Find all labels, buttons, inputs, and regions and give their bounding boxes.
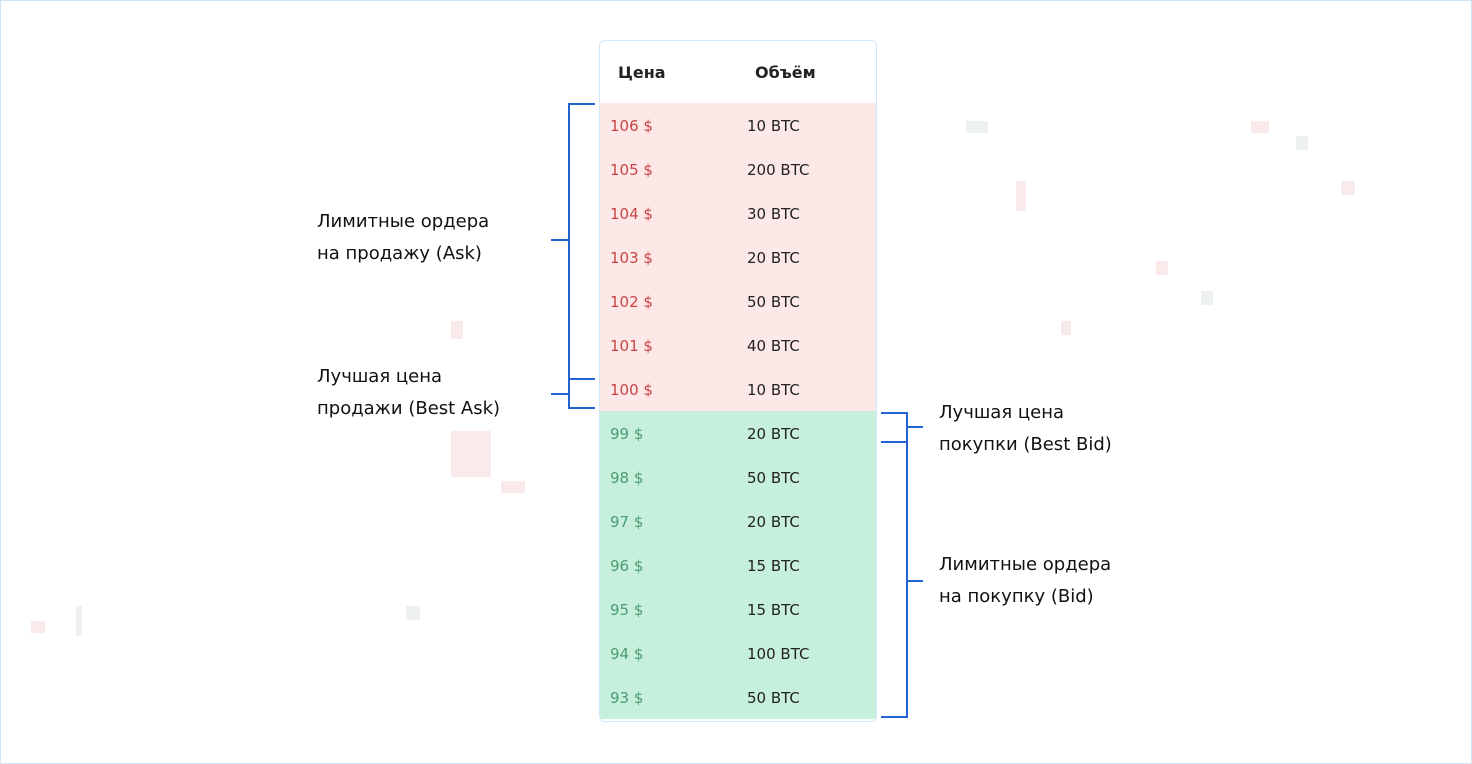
bid-row: 94 $ 100 BTC [600,631,876,675]
ask-row: 106 $ 10 BTC [600,103,876,147]
bid-row: 95 $ 15 BTC [600,587,876,631]
bid-row: 97 $ 20 BTC [600,499,876,543]
price: 97 $ [610,513,644,531]
volume: 20 BTC [747,513,800,531]
label: Лучшая цена продажи (Best Ask) [317,361,500,425]
volume: 50 BTC [747,293,800,311]
bid-row: 93 $ 50 BTC [600,675,876,719]
price: 100 $ [610,381,653,399]
price: 96 $ [610,557,644,575]
price: 101 $ [610,337,653,355]
ask-row: 101 $ 40 BTC [600,323,876,367]
label-line: Лимитные ордера [939,554,1112,575]
background-candles [31,121,1355,636]
volume: 40 BTC [747,337,800,355]
label: Лимитные ордера на покупку (Bid) [939,549,1111,613]
price: 94 $ [610,645,644,663]
volume: 100 BTC [747,645,810,663]
ask-row: 105 $ 200 BTC [600,147,876,191]
ask-row: 103 $ 20 BTC [600,235,876,279]
price: 105 $ [610,161,653,179]
volume: 10 BTC [747,381,800,399]
volume: 200 BTC [747,161,810,179]
price: 104 $ [610,205,653,223]
price: 102 $ [610,293,653,311]
label-line: Лимитные ордера [317,211,490,232]
volume: 30 BTC [747,205,800,223]
price: 95 $ [610,601,644,619]
header-cell: Цена [618,63,666,82]
price: 93 $ [610,689,644,707]
price: 106 $ [610,117,653,135]
ask-row: 100 $ 10 BTC [600,367,876,411]
header-cell: Объём [755,63,816,82]
price: 103 $ [610,249,653,267]
label: Лучшая цена покупки (Best Bid) [939,397,1112,461]
volume: 50 BTC [747,469,800,487]
volume: 10 BTC [747,117,800,135]
volume: 20 BTC [747,249,800,267]
bid-row: 99 $ 20 BTC [600,411,876,455]
label-line: Лучшая цена [317,366,442,387]
label-line: Лучшая цена [939,402,1064,423]
volume: 50 BTC [747,689,800,707]
bid-row: 96 $ 15 BTC [600,543,876,587]
label: Лимитные ордера на продажу (Ask) [317,206,489,270]
label-line: на продажу (Ask) [317,243,482,264]
volume: 15 BTC [747,557,800,575]
volume: 20 BTC [747,425,800,443]
ask-row: 104 $ 30 BTC [600,191,876,235]
volume: 15 BTC [747,601,800,619]
ask-row: 102 $ 50 BTC [600,279,876,323]
label-line: продажи (Best Ask) [317,398,501,419]
price: 98 $ [610,469,644,487]
price: 99 $ [610,425,644,443]
label-line: покупки (Best Bid) [939,434,1112,455]
order-book: Цена Объём 106 $ 10 BTC 105 $ 200 BTC 104 $ 3… [599,40,877,722]
label-line: на покупку (Bid) [939,586,1094,607]
bid-row: 98 $ 50 BTC [600,455,876,499]
